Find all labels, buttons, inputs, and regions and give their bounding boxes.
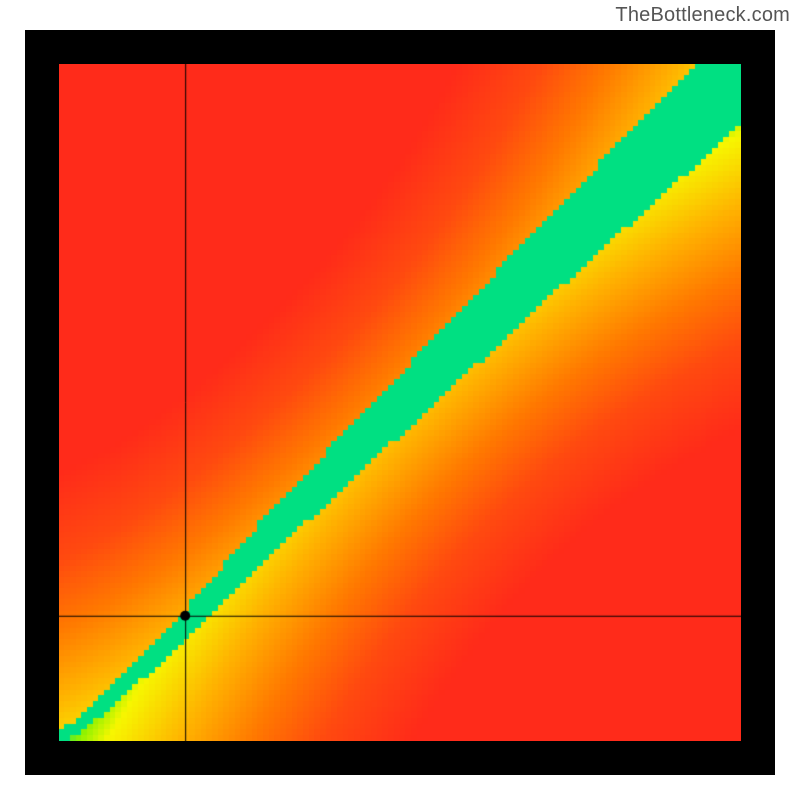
attribution-text: TheBottleneck.com <box>615 4 790 27</box>
heatmap-frame <box>25 30 775 775</box>
heatmap-canvas <box>59 64 741 741</box>
chart-wrapper: TheBottleneck.com <box>0 0 800 800</box>
